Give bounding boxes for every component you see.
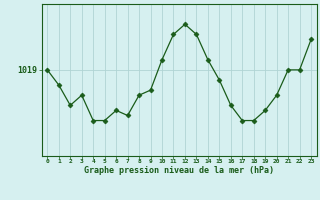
X-axis label: Graphe pression niveau de la mer (hPa): Graphe pression niveau de la mer (hPa) (84, 166, 274, 175)
